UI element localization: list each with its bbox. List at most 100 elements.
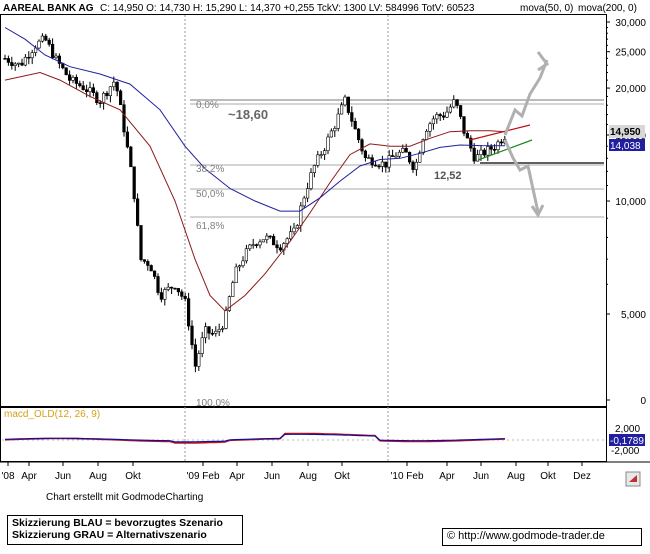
candle-up [248,244,252,250]
candle-up [428,123,432,132]
candle-down [469,137,473,149]
candle-down [193,344,198,367]
y-tick-label: 10,000 [615,197,646,208]
candle-up [13,63,17,66]
candle-down [64,67,68,76]
candle-down [489,146,493,150]
candle-up [329,130,334,138]
candle-down [78,83,82,87]
candle-up [244,248,249,262]
candle-down [136,198,140,226]
candle-up [435,114,439,120]
candle-up [241,260,245,267]
candle-down [3,58,7,60]
candle-down [363,150,368,159]
candle-down [68,74,72,81]
candle-up [414,161,419,170]
x-tick-label: Aug [299,471,317,482]
candle-up [316,154,320,166]
candle-down [74,76,78,84]
copyright-icon: © [447,530,456,542]
candle-down [10,62,14,66]
macd-signal-line [4,433,506,443]
candle-down [149,265,153,272]
scenario-down-path [503,139,540,213]
candle-down [129,146,133,168]
candle-down [125,131,129,148]
candle-up [309,172,313,189]
candle-down [278,247,283,251]
price-panel-frame [0,14,607,407]
candle-up [302,197,306,207]
candle-down [492,148,497,151]
candle-up [305,188,310,199]
macd-value-tag-bg [609,434,645,446]
candle-up [265,235,269,241]
ma50-line [4,71,506,312]
chart-title: AAREAL BANK AG [3,3,94,14]
website-box[interactable]: © http://www.godmode-trader.de [442,528,642,546]
fib-618-label: 61,8% [196,221,224,232]
candle-up [326,136,330,151]
candle-up [486,146,490,156]
candle-down [462,116,466,134]
candle-down [6,58,10,63]
candle-up [163,289,167,300]
last-price-tag-bg [609,125,645,138]
candle-down [105,92,109,97]
candle-down [115,81,119,92]
macd-panel [2,432,604,444]
high-annotation: ~18,60 [228,107,268,122]
x-tick-label: Okt [334,471,350,482]
x-tick-label: '10 Feb [390,471,423,482]
candle-down [465,133,470,139]
candle-down [207,326,211,334]
candle-up [285,238,289,244]
candle-up [227,296,232,311]
candle-down [142,259,147,262]
candle-up [108,86,112,97]
candle-up [288,231,293,240]
x-tick-label: Apr [229,471,245,482]
candle-up [401,148,405,153]
candle-down [438,114,442,117]
candle-down [271,236,276,246]
candle-up [200,337,204,354]
candle-down [360,139,364,152]
candle-up [204,326,208,339]
candle-up [339,104,344,115]
candle-up [40,35,44,42]
y-tick-label: 20,000 [615,84,646,95]
candle-down [20,62,24,66]
website-link[interactable]: http://www.godmode-trader.de [458,530,605,542]
candle-down [153,270,157,277]
y-tick-label: 0 [640,396,646,407]
grid [184,15,389,462]
candle-down [139,225,143,260]
x-tick-label: Okt [540,471,556,482]
candle-up [319,154,323,156]
candle-up [23,56,28,66]
candle-up [37,40,41,49]
candle-up [16,62,21,65]
macd-ytick-top: 2,000 [615,424,640,435]
legend-gray: Skizzierung GRAU = Alternativszenario [12,529,207,541]
candle-down [119,90,123,106]
candle-down [57,55,61,64]
x-tick-label: Apr [21,471,37,482]
candle-down [50,44,55,59]
fib-382-label: 38,2% [196,164,224,175]
candle-down [411,161,415,170]
candle-up [221,328,225,330]
y-tick-label: 25,000 [615,48,646,59]
candle-up [394,155,398,158]
last-price-tag: 14,950 [610,127,641,138]
candle-down [47,39,51,45]
candle-up [251,244,255,246]
candle-up [418,152,422,163]
candle-up [234,266,238,284]
candle-down [91,87,95,93]
candle-down [146,261,150,266]
candle-up [258,241,262,246]
